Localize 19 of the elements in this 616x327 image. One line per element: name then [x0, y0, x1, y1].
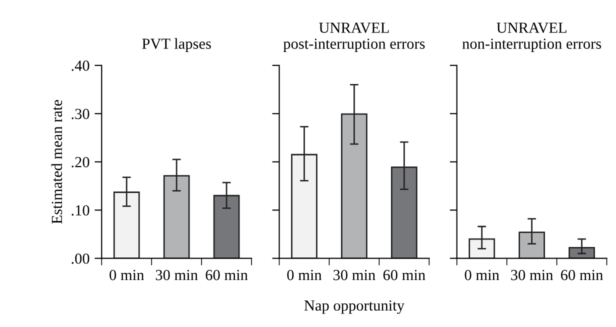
y-tick-label: .20 — [72, 157, 90, 168]
x-tick-label: 30 min — [334, 270, 376, 280]
y-tick-label: .10 — [72, 205, 90, 216]
y-tick-label: .30 — [72, 108, 90, 120]
x-axis-title: Nap opportunity — [304, 300, 404, 314]
x-tick-label: 30 min — [511, 270, 554, 280]
x-tick-label: 60 min — [561, 270, 603, 280]
y-tick-label: .40 — [72, 60, 90, 71]
x-tick-label: 60 min — [206, 270, 248, 280]
x-tick-label: 0 min — [464, 270, 500, 280]
x-tick-label: 30 min — [156, 270, 198, 280]
chart-title: UNRAVEL non-interruption errors — [462, 22, 602, 52]
y-axis-title: Estimated mean rate — [51, 100, 62, 224]
chart-title: PVT lapses — [142, 38, 211, 52]
x-tick-label: 0 min — [287, 270, 322, 280]
y-tick-label: .00 — [72, 253, 90, 264]
x-tick-label: 0 min — [110, 270, 144, 280]
x-tick-label: 60 min — [383, 270, 426, 280]
chart-title: UNRAVEL post-interruption errors — [283, 22, 425, 52]
